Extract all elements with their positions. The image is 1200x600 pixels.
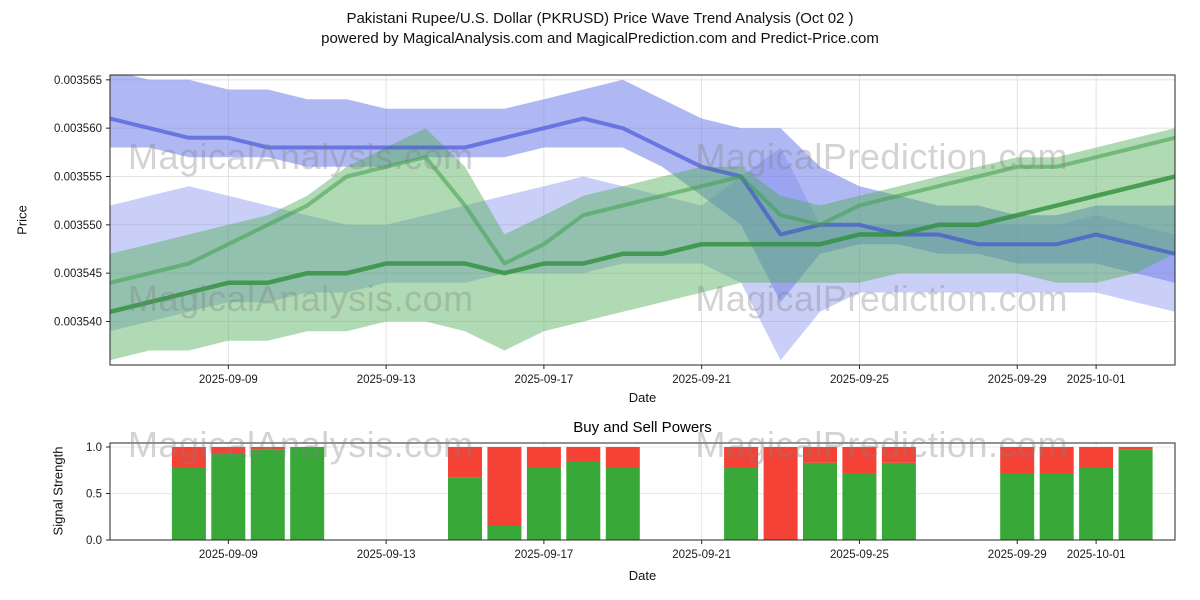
- signal-chart-title: Buy and Sell Powers: [573, 419, 712, 436]
- signal-x-axis-label: Date: [628, 568, 657, 583]
- signal-chart-canvas: 2025-09-09 2025-09-13 2025-09-17 2025-09-21…: [86, 442, 1176, 561]
- svg-text:2025-09-29: 2025-09-29: [988, 549, 1047, 561]
- svg-text:2025-09-09: 2025-09-09: [199, 374, 258, 386]
- signal-y-axis-label: Signal Strength: [50, 446, 66, 536]
- svg-text:2025-09-29: 2025-09-29: [988, 374, 1047, 386]
- svg-text:2025-09-25: 2025-09-25: [830, 374, 889, 386]
- svg-text:2025-09-13: 2025-09-13: [357, 549, 416, 561]
- svg-text:2025-09-13: 2025-09-13: [357, 374, 416, 386]
- svg-text:1.0: 1.0: [86, 442, 102, 454]
- svg-text:2025-10-01: 2025-10-01: [1067, 374, 1126, 386]
- svg-text:2025-09-21: 2025-09-21: [672, 549, 731, 561]
- svg-text:0.003555: 0.003555: [54, 172, 102, 184]
- svg-text:2025-09-21: 2025-09-21: [672, 374, 731, 386]
- svg-text:2025-09-25: 2025-09-25: [830, 549, 889, 561]
- svg-text:2025-10-01: 2025-10-01: [1067, 549, 1126, 561]
- price-y-axis-label: Price: [14, 205, 30, 235]
- price-x-axis-label: Date: [628, 390, 657, 405]
- svg-text:2025-09-17: 2025-09-17: [514, 549, 573, 561]
- svg-text:0.003565: 0.003565: [54, 75, 102, 87]
- svg-text:0.5: 0.5: [86, 489, 102, 501]
- svg-text:0.003540: 0.003540: [54, 317, 102, 329]
- price-chart-canvas: 2025-09-09 2025-09-13 2025-09-17 2025-09-21…: [54, 74, 1176, 386]
- svg-text:0.003545: 0.003545: [54, 268, 102, 280]
- svg-text:0.0: 0.0: [86, 535, 102, 547]
- svg-text:0.003550: 0.003550: [54, 220, 102, 232]
- svg-text:2025-09-09: 2025-09-09: [199, 549, 258, 561]
- figure-title-line1: Pakistani Rupee/U.S. Dollar (PKRUSD) Pri…: [346, 10, 854, 27]
- svg-text:2025-09-17: 2025-09-17: [514, 374, 573, 386]
- figure-title-line2: powered by MagicalAnalysis.com and Magic…: [321, 30, 879, 47]
- svg-text:0.003560: 0.003560: [54, 123, 102, 135]
